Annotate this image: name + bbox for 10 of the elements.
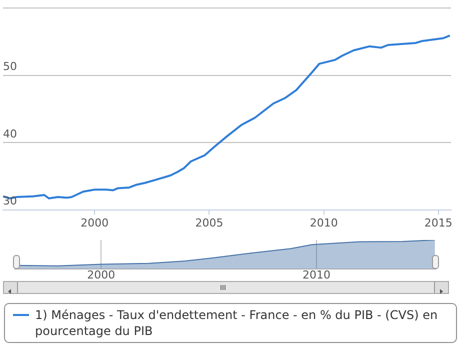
x-tick-label: 2010 bbox=[302, 268, 330, 282]
y-tick-label: 50 bbox=[3, 60, 17, 74]
x-tick-label: 2000 bbox=[80, 216, 109, 230]
y-tick-label: 40 bbox=[3, 127, 17, 140]
x-tick-label: 2000 bbox=[87, 268, 116, 282]
y-tick-label: 30 bbox=[3, 194, 17, 208]
x-tick-label: 2005 bbox=[195, 216, 224, 230]
legend-label: 1) Ménages - Taux d'endettement - France - en % du PIB - (CVS) en pourcentage du PIB bbox=[35, 307, 439, 339]
x-tick-label: 2010 bbox=[310, 216, 338, 230]
x-tick-label: 2015 bbox=[424, 216, 452, 230]
